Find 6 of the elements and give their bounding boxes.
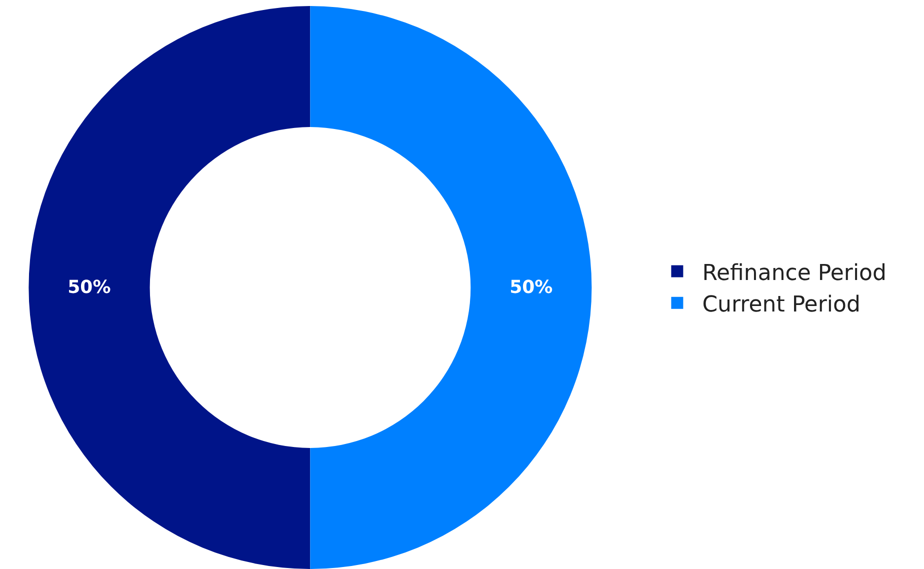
donut-slice	[310, 6, 592, 569]
donut-slice	[29, 6, 310, 569]
legend-label: Current Period	[702, 292, 860, 318]
legend-label: Refinance Period	[702, 260, 886, 286]
data-label: 50%	[510, 277, 553, 298]
data-label: 50%	[68, 277, 111, 298]
